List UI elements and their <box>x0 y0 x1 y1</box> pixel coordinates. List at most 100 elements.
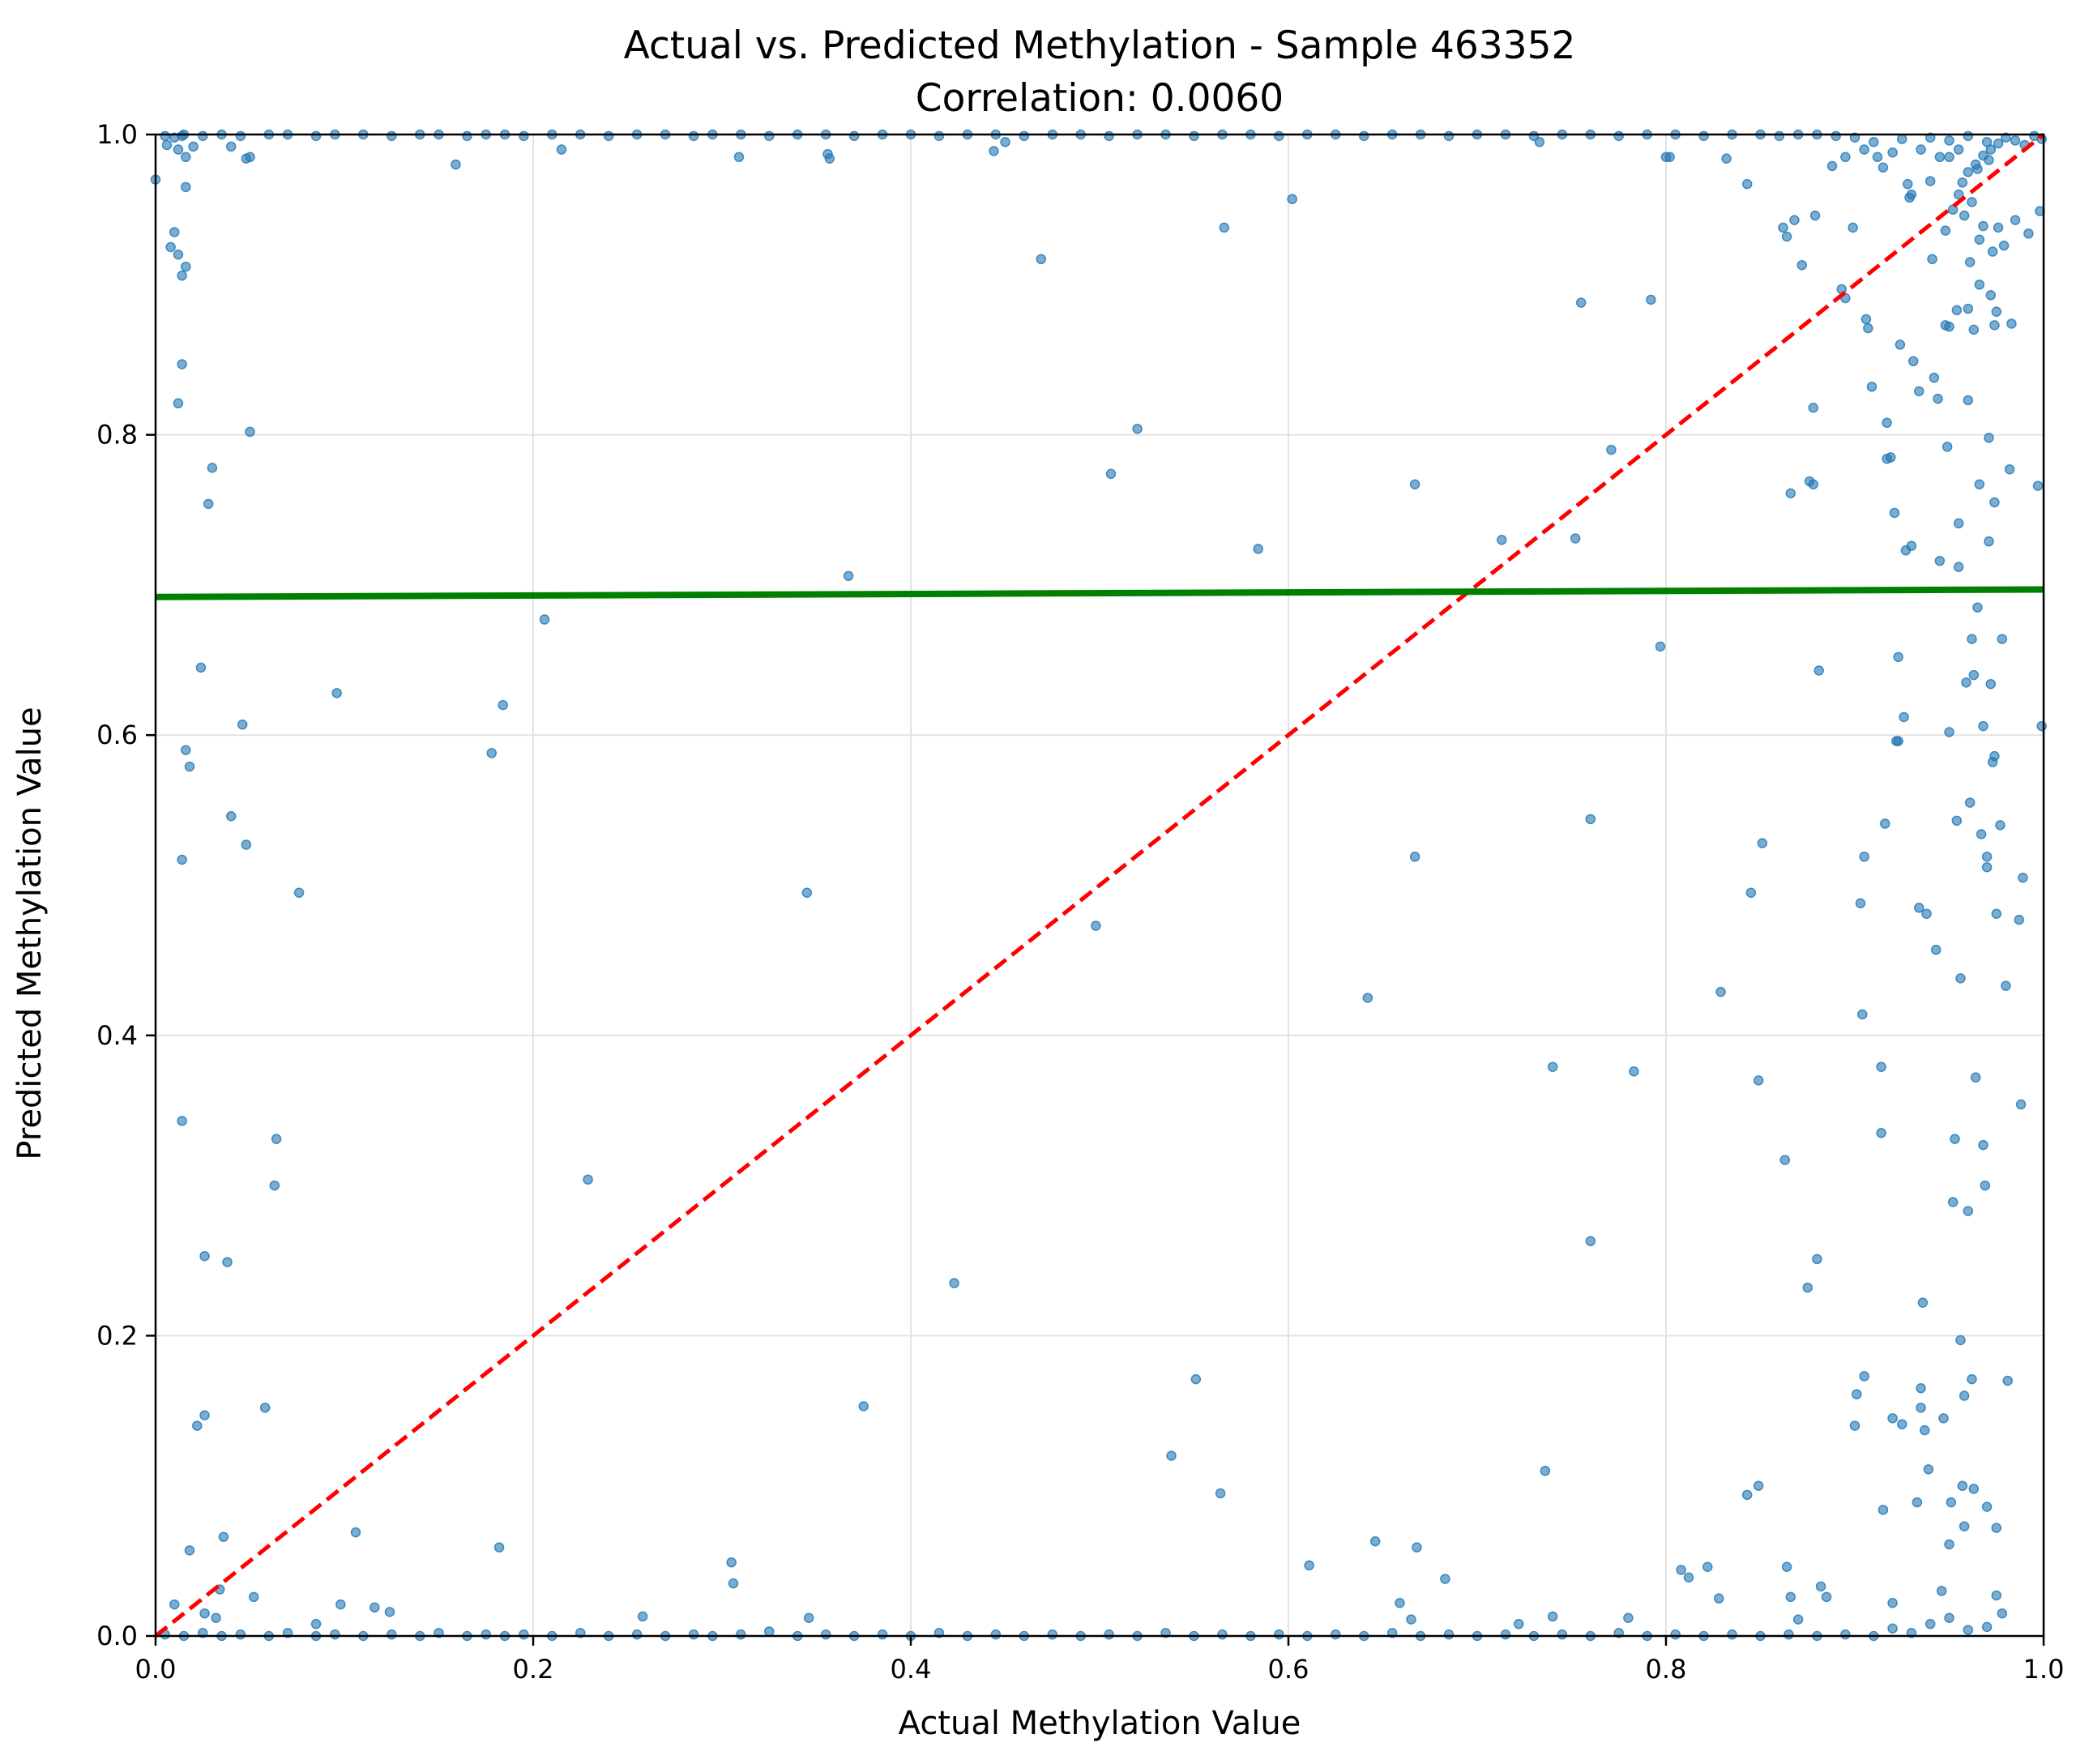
data-point <box>1557 1629 1568 1640</box>
data-point <box>177 359 187 369</box>
data-point <box>350 1527 361 1538</box>
y-tick-label: 0.2 <box>96 1320 138 1351</box>
data-point <box>199 1250 210 1262</box>
data-point <box>160 130 170 142</box>
data-point <box>1409 479 1420 489</box>
data-point <box>688 1629 699 1640</box>
data-point <box>1274 130 1284 142</box>
data-point <box>1997 634 2007 644</box>
data-point <box>1978 720 1989 732</box>
data-point <box>1985 290 1997 301</box>
data-point <box>1944 135 1954 146</box>
data-point <box>1882 417 1892 429</box>
data-point <box>1848 222 1858 233</box>
data-point <box>1253 544 1263 554</box>
data-point <box>1944 321 1954 332</box>
data-point <box>1547 1611 1558 1622</box>
data-point <box>1774 130 1785 142</box>
data-point <box>1929 372 1940 383</box>
data-point <box>1670 1629 1681 1640</box>
data-point <box>1698 130 1709 142</box>
data-point <box>1991 306 2001 317</box>
data-point <box>556 144 567 155</box>
data-point <box>188 141 199 152</box>
data-point <box>1395 1597 1405 1608</box>
data-point <box>203 498 214 510</box>
data-point <box>631 1629 643 1640</box>
data-point <box>843 570 854 582</box>
data-point <box>1906 189 1917 200</box>
data-point <box>1967 197 1977 207</box>
data-point <box>173 398 184 408</box>
data-point <box>539 614 550 625</box>
data-point <box>1104 1629 1114 1640</box>
data-point <box>1132 423 1143 434</box>
data-point <box>2010 135 2021 146</box>
data-point <box>235 130 246 142</box>
data-point <box>225 811 237 822</box>
y-tick-label: 0.8 <box>96 420 138 451</box>
chart-title: Actual vs. Predicted Methylation - Sampl… <box>624 23 1576 68</box>
data-point <box>1981 852 1993 862</box>
data-point <box>1997 1608 2007 1619</box>
data-point <box>1913 903 1925 913</box>
data-point <box>1796 259 1808 271</box>
data-point <box>1859 852 1869 862</box>
data-point <box>1547 1061 1558 1072</box>
data-point <box>1886 452 1896 463</box>
data-point <box>2023 229 2034 239</box>
data-point <box>335 1599 346 1610</box>
data-point <box>1802 1282 1813 1293</box>
identity-line <box>154 133 2045 1638</box>
data-point <box>1933 393 1943 404</box>
data-point <box>1944 1539 1954 1550</box>
data-point <box>481 1629 491 1640</box>
data-point <box>173 144 184 155</box>
data-point <box>1287 194 1297 204</box>
data-point <box>1812 1254 1822 1265</box>
data-point <box>1863 322 1873 334</box>
data-point <box>2006 318 2017 329</box>
data-point <box>1887 147 1898 158</box>
data-point <box>1785 488 1796 499</box>
data-point <box>181 182 191 193</box>
data-point <box>1808 479 1818 489</box>
data-point <box>237 719 248 730</box>
data-point <box>1887 1623 1898 1634</box>
x-tick-label: 0.4 <box>891 1654 932 1685</box>
data-point <box>1991 1590 2001 1601</box>
data-point <box>989 146 999 156</box>
data-point <box>1105 468 1117 480</box>
data-point <box>1968 324 1980 335</box>
data-point <box>1917 1297 1929 1308</box>
data-point <box>1840 1629 1851 1640</box>
data-point <box>1963 1625 1974 1635</box>
data-point <box>1985 678 1997 690</box>
data-point <box>1972 164 1983 174</box>
data-point <box>1440 1574 1450 1584</box>
data-point <box>1715 986 1726 997</box>
data-point <box>1497 535 1507 545</box>
data-point <box>1974 280 1985 290</box>
data-point <box>1951 305 1963 316</box>
data-point <box>1815 1581 1826 1592</box>
data-point <box>519 130 529 142</box>
axis-ticks: 0.0 0.2 0.4 0.6 0.8 1.0 0.0 0.2 0.4 0.6 0.8 1.0 <box>96 119 2064 1685</box>
data-point <box>1880 818 1890 829</box>
data-point <box>1987 246 1998 257</box>
data-point <box>1984 536 1994 547</box>
x-tick-label: 0.6 <box>1268 1654 1309 1685</box>
data-point <box>1104 130 1114 142</box>
data-point <box>1821 1591 1832 1603</box>
data-point <box>1745 887 1757 899</box>
data-point <box>1913 386 1925 397</box>
data-point <box>1215 1488 1226 1499</box>
data-point <box>1019 130 1030 142</box>
data-point <box>1304 1560 1314 1571</box>
data-point <box>1887 1413 1898 1424</box>
data-point <box>1443 1629 1455 1640</box>
data-point <box>583 1174 593 1185</box>
data-point <box>2004 463 2015 475</box>
